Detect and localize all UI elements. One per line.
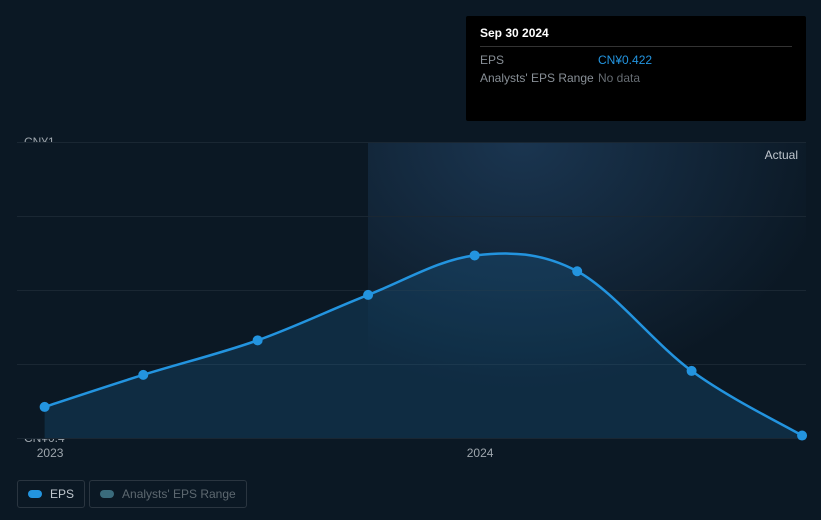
chart-plot-area: Actual (17, 142, 806, 438)
legend-item[interactable]: EPS (17, 480, 85, 508)
series-marker[interactable] (470, 250, 480, 260)
tooltip-row: Analysts' EPS RangeNo data (480, 69, 792, 87)
legend-item[interactable]: Analysts' EPS Range (89, 480, 247, 508)
series-marker[interactable] (40, 402, 50, 412)
x-axis-label: 2024 (467, 446, 494, 460)
series-marker[interactable] (797, 431, 807, 441)
gridline (17, 438, 806, 439)
series-marker[interactable] (363, 290, 373, 300)
series-area-fill (45, 253, 802, 438)
legend-swatch-icon (28, 490, 42, 498)
tooltip-row-value: No data (598, 71, 640, 85)
legend-label: EPS (50, 487, 74, 501)
line-chart-svg (17, 142, 806, 438)
tooltip-date: Sep 30 2024 (480, 26, 792, 47)
series-marker[interactable] (687, 366, 697, 376)
x-axis-label: 2023 (37, 446, 64, 460)
tooltip-row-label: EPS (480, 53, 598, 67)
series-marker[interactable] (572, 266, 582, 276)
tooltip-row-label: Analysts' EPS Range (480, 71, 598, 85)
chart-container: Sep 30 2024 EPSCN¥0.422Analysts' EPS Ran… (0, 0, 821, 520)
chart-tooltip: Sep 30 2024 EPSCN¥0.422Analysts' EPS Ran… (466, 16, 806, 121)
chart-legend: EPS Analysts' EPS Range (17, 480, 247, 508)
legend-label: Analysts' EPS Range (122, 487, 236, 501)
series-marker[interactable] (253, 335, 263, 345)
legend-swatch-icon (100, 490, 114, 498)
tooltip-row: EPSCN¥0.422 (480, 51, 792, 69)
tooltip-row-value: CN¥0.422 (598, 53, 652, 67)
series-marker[interactable] (138, 370, 148, 380)
